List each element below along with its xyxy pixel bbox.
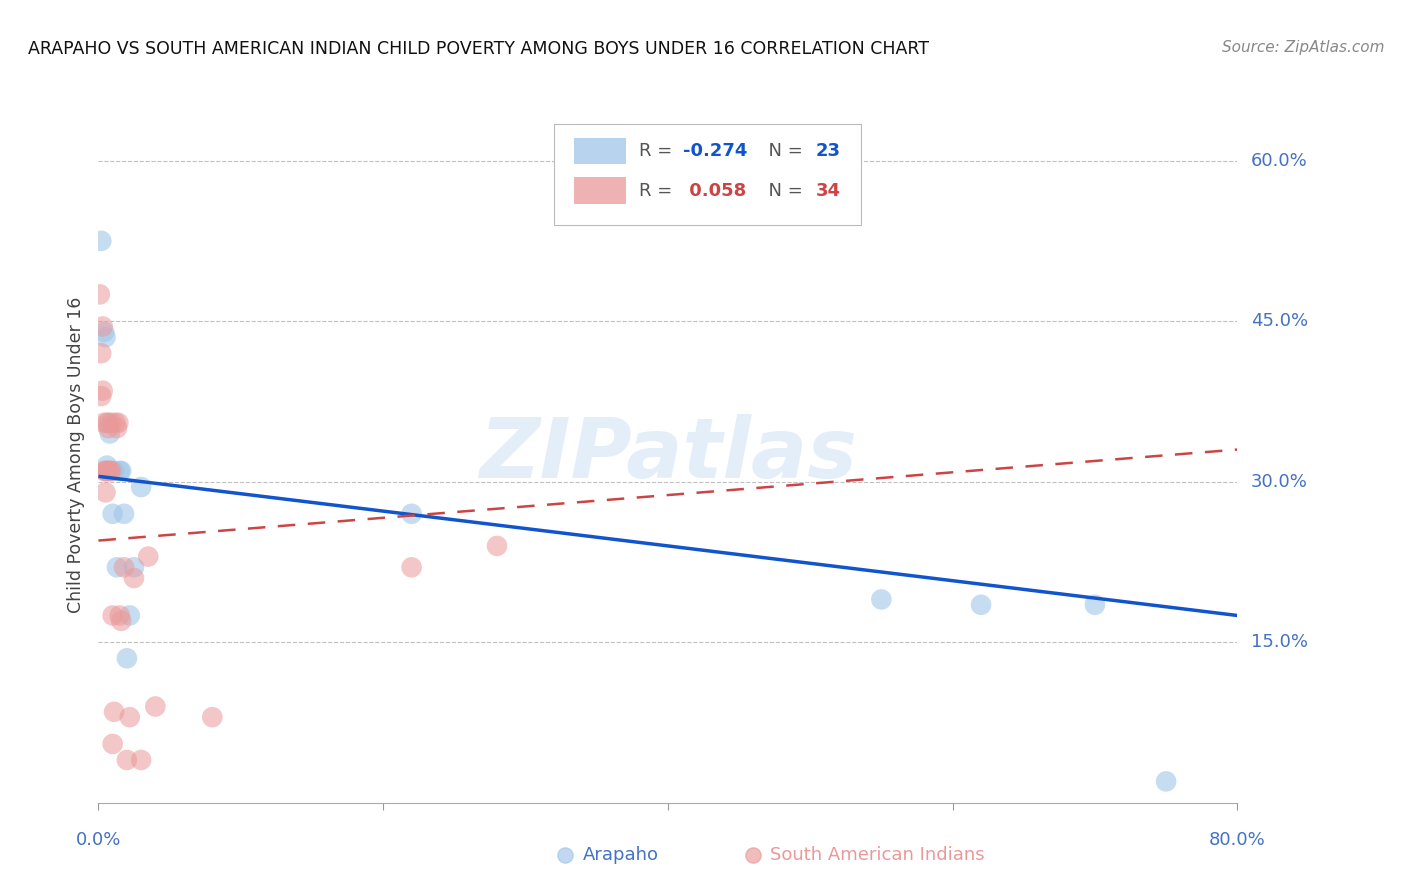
Point [101,608,124,623]
Point [970,598,993,612]
Text: 15.0%: 15.0% [1251,633,1308,651]
Point [1154,774,1177,789]
Point [104,416,127,430]
Point [107,416,129,430]
Point [101,737,124,751]
Point [103,705,125,719]
Text: 23: 23 [815,142,841,160]
Point [90,346,112,360]
Text: N =: N = [756,142,808,160]
Point [112,507,135,521]
Point [94,330,117,344]
Point [1084,598,1107,612]
Text: ZIPatlas: ZIPatlas [479,415,856,495]
Point [91,384,114,398]
Text: 0.058: 0.058 [683,182,747,200]
Point [100,464,122,478]
Point [93,325,115,339]
Point [90,389,112,403]
Text: R =: R = [640,182,678,200]
Text: ARAPAHO VS SOUTH AMERICAN INDIAN CHILD POVERTY AMONG BOYS UNDER 16 CORRELATION C: ARAPAHO VS SOUTH AMERICAN INDIAN CHILD P… [28,40,929,58]
Point [96,464,118,478]
Text: 0.0%: 0.0% [76,830,121,848]
Point [94,464,117,478]
Point [89,287,111,301]
Point [98,464,121,478]
Text: -0.274: -0.274 [683,142,747,160]
Y-axis label: Child Poverty Among Boys Under 16: Child Poverty Among Boys Under 16 [67,297,86,613]
Point [145,699,167,714]
Text: Arapaho: Arapaho [582,846,658,864]
Point [93,416,115,430]
Point [110,614,132,628]
Point [201,710,224,724]
Point [97,416,120,430]
Point [93,464,115,478]
Point [401,560,423,574]
Point [96,458,118,473]
Point [122,560,145,574]
Point [101,507,124,521]
Text: 30.0%: 30.0% [1251,473,1308,491]
Point [129,753,152,767]
Text: R =: R = [640,142,678,160]
Point [105,560,128,574]
Point [100,464,122,478]
Point [108,464,131,478]
Point [97,421,120,435]
Point [105,421,128,435]
Text: Source: ZipAtlas.com: Source: ZipAtlas.com [1222,40,1385,55]
Point [112,560,135,574]
Point [870,592,893,607]
Point [97,464,120,478]
Point [91,319,114,334]
Point [401,507,423,521]
Point [96,416,118,430]
Point [90,234,112,248]
Text: 45.0%: 45.0% [1251,312,1309,330]
Point [103,464,125,478]
Point [98,426,121,441]
Point [129,480,152,494]
Text: N =: N = [756,182,808,200]
FancyBboxPatch shape [554,124,862,226]
Text: South American Indians: South American Indians [770,846,986,864]
Text: 80.0%: 80.0% [1209,830,1265,848]
Text: 60.0%: 60.0% [1251,152,1308,169]
Point [486,539,509,553]
Point [118,608,141,623]
Point [100,416,122,430]
FancyBboxPatch shape [575,178,626,203]
Point [118,710,141,724]
Point [115,753,138,767]
Point [136,549,159,564]
Text: 34: 34 [815,182,841,200]
FancyBboxPatch shape [575,137,626,164]
Point [108,608,131,623]
Point [96,464,118,478]
Point [115,651,138,665]
Point [110,464,132,478]
Point [94,485,117,500]
Point [122,571,145,585]
